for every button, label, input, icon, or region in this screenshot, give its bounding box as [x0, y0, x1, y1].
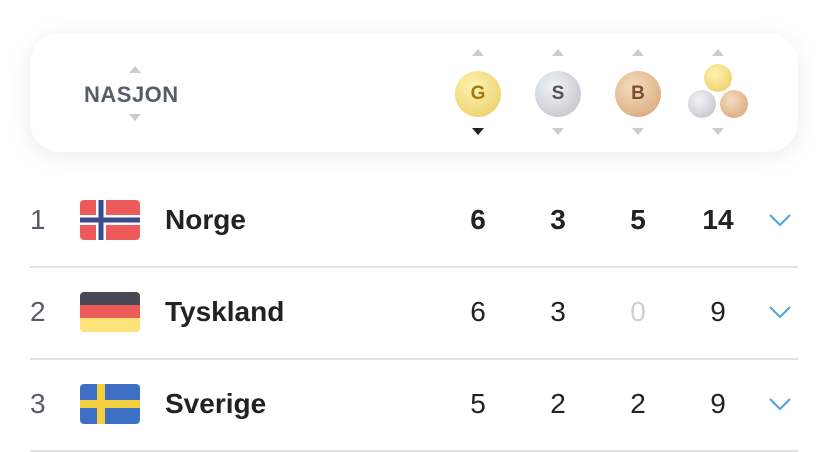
gold-header[interactable]: G — [455, 71, 501, 117]
sort-up[interactable] — [632, 49, 644, 56]
total-icon — [688, 90, 716, 118]
header-card — [30, 33, 798, 152]
country: Sverige — [165, 388, 267, 419]
silver: 3 — [550, 204, 566, 235]
total: 9 — [710, 296, 726, 327]
bronze: 5 — [630, 204, 646, 235]
table-row[interactable]: 3 Sverige 5 2 2 9 — [30, 358, 798, 452]
bronze: 0 — [630, 296, 646, 327]
total: 14 — [702, 204, 734, 235]
expand-chevron[interactable] — [768, 396, 792, 412]
sort-down[interactable] — [552, 128, 564, 135]
sort-up[interactable] — [712, 49, 724, 56]
sort-up[interactable] — [552, 49, 564, 56]
flag — [80, 292, 140, 332]
silver-header[interactable]: S — [535, 71, 581, 117]
nation-header[interactable]: NASJON — [84, 82, 179, 107]
total-icon[interactable] — [704, 64, 732, 92]
total-icon — [720, 90, 748, 118]
sort-down[interactable] — [632, 128, 644, 135]
expand-chevron[interactable] — [768, 212, 792, 228]
table-row[interactable]: 2 Tyskland 6 3 0 9 — [30, 266, 798, 360]
flag — [80, 200, 140, 240]
rank: 1 — [30, 204, 46, 235]
expand-chevron[interactable] — [768, 304, 792, 320]
sort-down[interactable] — [129, 114, 141, 121]
gold: 6 — [470, 296, 486, 327]
sort-down[interactable] — [712, 128, 724, 135]
gold: 6 — [470, 204, 486, 235]
bronze-header[interactable]: B — [615, 71, 661, 117]
gold: 5 — [470, 388, 486, 419]
country: Tyskland — [165, 296, 285, 327]
bronze: 2 — [630, 388, 646, 419]
silver: 2 — [550, 388, 566, 419]
rank: 3 — [30, 388, 46, 419]
country: Norge — [165, 204, 246, 235]
silver: 3 — [550, 296, 566, 327]
sort-down[interactable] — [472, 128, 484, 135]
sort-up[interactable] — [129, 66, 141, 73]
total: 9 — [710, 388, 726, 419]
table-row[interactable]: 1 Norge 6 3 5 14 — [30, 174, 798, 268]
flag — [80, 384, 140, 424]
sort-up[interactable] — [472, 49, 484, 56]
rank: 2 — [30, 296, 46, 327]
